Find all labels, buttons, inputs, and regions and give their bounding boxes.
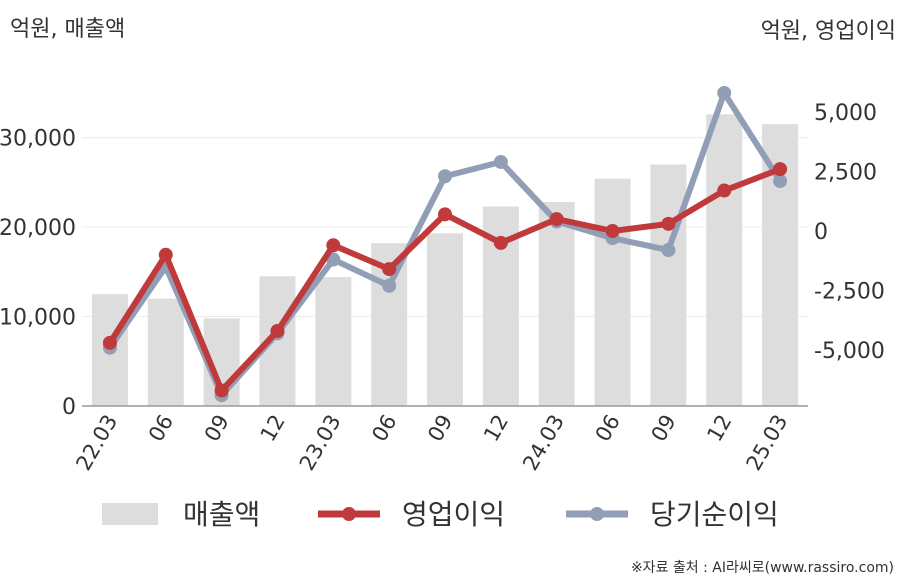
point-net-income	[493, 154, 508, 169]
left-tick-label: 0	[62, 395, 76, 420]
left-tick-label: 10,000	[0, 306, 76, 331]
point-operating-profit	[102, 335, 117, 350]
legend-marker-operating-profit	[342, 507, 356, 521]
point-operating-profit	[605, 224, 620, 238]
left-tick-label: 20,000	[0, 216, 76, 241]
point-net-income	[773, 174, 788, 189]
bar-revenue	[706, 114, 743, 406]
point-operating-profit	[549, 212, 564, 227]
left-tick-label: 30,000	[0, 127, 76, 152]
left-axis-ticks: 0 10,000 20,000 30,000	[0, 127, 76, 420]
source-note: ※자료 출처 : AI라씨로(www.rassiro.com)	[631, 560, 894, 576]
legend-label-operating-profit: 영업이익	[402, 498, 505, 531]
legend-label-revenue: 매출액	[183, 498, 260, 531]
point-operating-profit	[326, 238, 341, 253]
point-operating-profit	[661, 216, 676, 231]
bar-revenue	[427, 233, 463, 406]
x-tick-label: 09	[647, 411, 681, 446]
x-tick-label: 12	[702, 411, 736, 446]
x-tick-label: 06	[591, 411, 625, 446]
x-tick-label: 25.03	[742, 411, 793, 475]
x-tick-label: 24.03	[518, 411, 569, 475]
point-operating-profit	[158, 247, 173, 262]
point-net-income	[438, 169, 452, 184]
right-tick-label: -5,000	[814, 339, 885, 364]
right-axis-ticks: -5,000 -2,500 0 2,500 5,000	[814, 101, 885, 364]
x-tick-label: 22.03	[71, 411, 122, 475]
legend-swatch-revenue	[102, 503, 158, 525]
right-tick-label: 2,500	[814, 161, 877, 186]
bars	[91, 114, 799, 406]
point-net-income	[382, 278, 397, 293]
bar-revenue	[650, 164, 687, 406]
point-operating-profit	[438, 207, 452, 222]
right-tick-label: 0	[814, 220, 828, 245]
x-tick-label: 06	[144, 411, 178, 446]
series-lines	[102, 85, 788, 403]
point-net-income	[661, 243, 676, 258]
bar-revenue	[147, 298, 184, 406]
right-tick-label: 5,000	[814, 101, 877, 126]
bar-revenue	[594, 178, 631, 406]
point-operating-profit	[717, 183, 732, 198]
x-tick-label: 12	[479, 411, 513, 446]
x-tick-label: 09	[200, 411, 234, 446]
x-tick-label: 09	[423, 411, 457, 446]
point-operating-profit	[270, 323, 285, 338]
point-operating-profit	[382, 262, 397, 277]
legend-marker-net-income	[590, 507, 604, 521]
point-operating-profit	[214, 383, 229, 398]
x-tick-label: 12	[256, 411, 290, 446]
x-tick-label: 06	[367, 411, 401, 446]
bar-revenue	[538, 202, 575, 406]
point-operating-profit	[493, 235, 508, 250]
right-axis-title: 억원, 영업이익	[761, 19, 896, 44]
bar-revenue	[315, 277, 352, 406]
x-axis-ticks: 22.03 06 09 12 23.03 06 09 12 24.03 06 09 12 25.03	[71, 411, 792, 475]
legend: 매출액 영업이익 당기순이익	[102, 498, 779, 531]
left-axis-title: 억원, 매출액	[10, 17, 125, 42]
point-operating-profit	[773, 162, 788, 177]
legend-label-net-income: 당기순이익	[650, 498, 779, 531]
x-tick-label: 23.03	[295, 411, 346, 475]
right-tick-label: -2,500	[814, 280, 885, 305]
point-net-income	[717, 85, 732, 100]
